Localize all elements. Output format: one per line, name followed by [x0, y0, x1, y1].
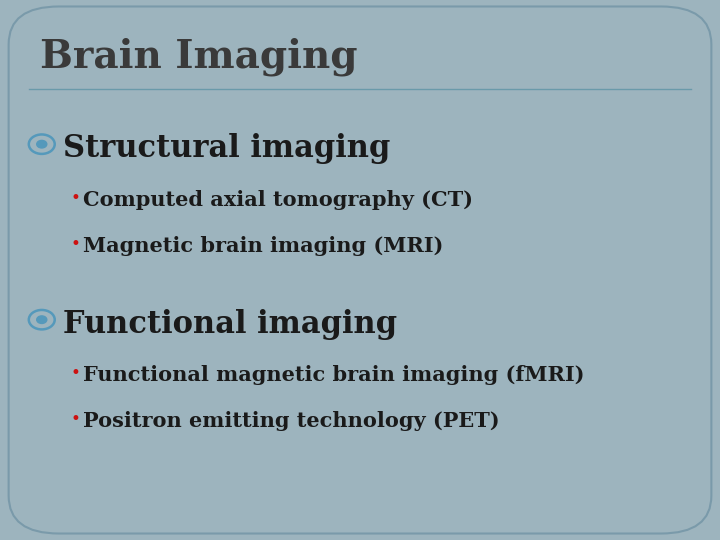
- Text: Positron emitting technology (PET): Positron emitting technology (PET): [83, 411, 500, 431]
- Text: Functional magnetic brain imaging (fMRI): Functional magnetic brain imaging (fMRI): [83, 365, 585, 386]
- Text: Structural imaging: Structural imaging: [63, 133, 391, 164]
- Text: •: •: [71, 410, 81, 428]
- Text: Magnetic brain imaging (MRI): Magnetic brain imaging (MRI): [83, 235, 444, 256]
- Text: Computed axial tomography (CT): Computed axial tomography (CT): [83, 190, 473, 210]
- Text: •: •: [71, 188, 81, 207]
- Text: •: •: [71, 364, 81, 382]
- Text: Functional imaging: Functional imaging: [63, 308, 397, 340]
- Text: Brain Imaging: Brain Imaging: [40, 37, 357, 76]
- FancyBboxPatch shape: [9, 6, 711, 534]
- Circle shape: [37, 316, 47, 323]
- Circle shape: [37, 140, 47, 148]
- Text: •: •: [71, 234, 81, 253]
